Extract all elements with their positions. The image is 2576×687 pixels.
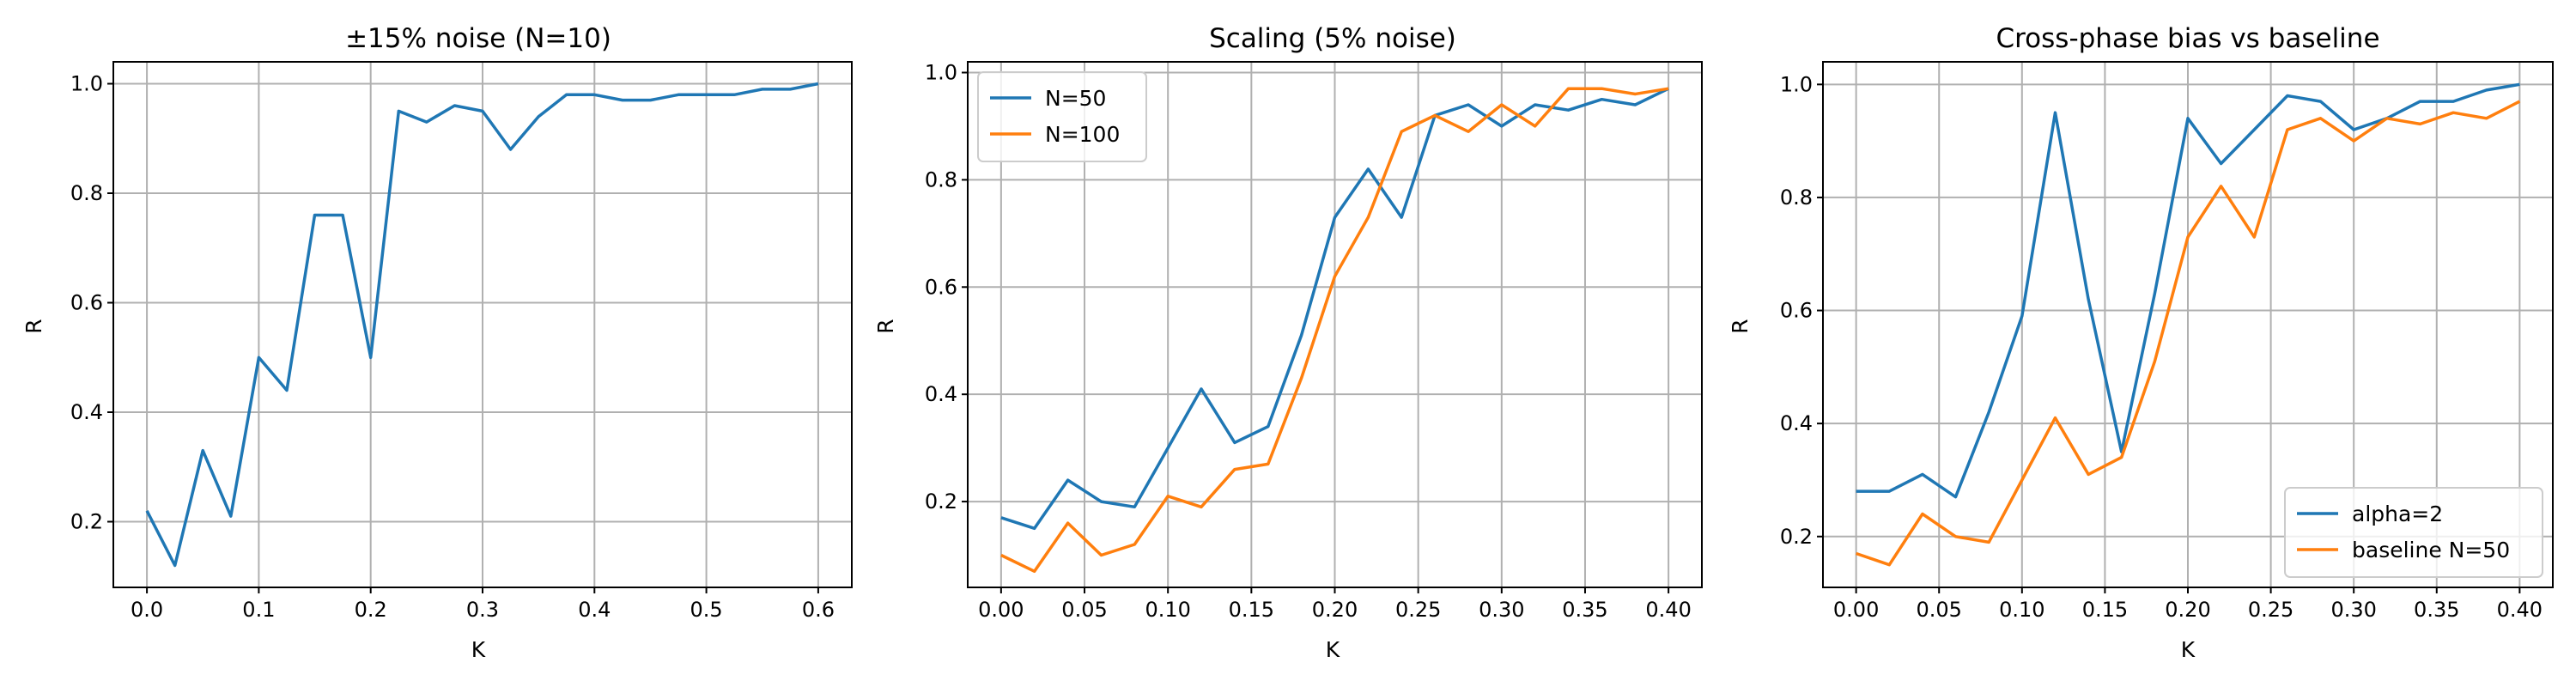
chart-2-x-tick-label: 0.35	[1562, 598, 1607, 622]
chart-3-x-tick-label: 0.35	[2414, 598, 2459, 622]
chart-3-xlabel: K	[2181, 637, 2196, 662]
chart-1-x-tick-label: 0.5	[690, 598, 723, 622]
chart-1-x-tick-label: 0.1	[242, 598, 275, 622]
chart-2-x-tick-label: 0.00	[978, 598, 1024, 622]
chart-2-x-tick-label: 0.10	[1145, 598, 1190, 622]
chart-2-series-2-line	[1000, 87, 1669, 574]
chart-3-x-tick-label: 0.40	[2497, 598, 2543, 622]
chart-1-y-tick-label: 0.8	[70, 181, 103, 205]
chart-2-legend-label-2: N=100	[1045, 122, 1120, 147]
chart-2-ylabel: R	[873, 319, 898, 333]
chart-1-x-tick-label: 0.0	[131, 598, 163, 622]
chart-3-legend-label-2: baseline N=50	[2352, 538, 2510, 562]
chart-2-x-tick-label: 0.30	[1479, 598, 1524, 622]
chart-1-x-tick-label: 0.6	[802, 598, 835, 622]
chart-1-x-tick-label: 0.2	[355, 598, 387, 622]
chart-3-x-tick-label: 0.05	[1917, 598, 1962, 622]
chart-3-legend-box	[2284, 487, 2543, 578]
chart-3-x-tick-label: 0.30	[2330, 598, 2376, 622]
chart-3-y-tick-label: 0.4	[1780, 411, 1813, 435]
chart-3-y-tick-label: 1.0	[1780, 72, 1813, 96]
chart-3-x-tick-label: 0.00	[1833, 598, 1879, 622]
chart-1-y-tick-label: 0.2	[70, 510, 103, 534]
chart-panel-1: ±15% noise (N=10) R K 0.0 0.1 0.2 0.3 0.4 0.5…	[21, 23, 853, 662]
chart-2-x-tick-label: 0.25	[1395, 598, 1441, 622]
chart-2-y-tick-label: 0.6	[925, 275, 957, 299]
chart-3-x-tick-label: 0.15	[2082, 598, 2128, 622]
chart-3-title: Cross-phase bias vs baseline	[1996, 23, 2379, 54]
chart-3-series-2-line	[1856, 100, 2521, 567]
chart-2-y-tick-label: 0.2	[925, 489, 957, 514]
chart-3-legend-label-1: alpha=2	[2352, 502, 2443, 526]
chart-1-grid	[113, 62, 852, 587]
chart-panel-2: Scaling (5% noise) R K 0.00 0.05 0.10 0.15 0…	[873, 23, 1703, 662]
chart-1-xlabel: K	[471, 637, 486, 662]
chart-2-y-tick-label: 1.0	[925, 60, 957, 84]
chart-3-x-tick-label: 0.10	[1999, 598, 2044, 622]
chart-1-title: ±15% noise (N=10)	[345, 23, 611, 54]
chart-2-x-tick-label: 0.20	[1312, 598, 1358, 622]
chart-2-x-tick-label: 0.15	[1229, 598, 1274, 622]
chart-2-axes-frame	[967, 61, 1703, 588]
chart-2-title: Scaling (5% noise)	[1209, 23, 1456, 54]
chart-1-series-1-line	[145, 82, 819, 568]
chart-1-x-tick-label: 0.3	[466, 598, 499, 622]
chart-2-y-tick-label: 0.8	[925, 167, 957, 192]
chart-2-x-tick-label: 0.40	[1645, 598, 1691, 622]
chart-2-legend-label-1: N=50	[1045, 86, 1106, 111]
chart-2-xlabel: K	[1326, 637, 1340, 662]
chart-2-y-tick-label: 0.4	[925, 382, 957, 406]
chart-2-legend-box	[977, 71, 1147, 162]
chart-2-legend: N=50 N=100	[977, 71, 1147, 162]
chart-3-x-tick-label: 0.25	[2248, 598, 2293, 622]
chart-1-x-tick-label: 0.4	[578, 598, 611, 622]
chart-3-ylabel: R	[1728, 319, 1753, 333]
chart-1-ylabel: R	[21, 319, 46, 333]
chart-3-y-tick-label: 0.6	[1780, 299, 1813, 323]
chart-1-y-tick-label: 0.4	[70, 400, 103, 424]
chart-1-axes-frame	[112, 61, 853, 588]
chart-2-x-tick-label: 0.05	[1061, 598, 1107, 622]
chart-3-y-tick-label: 0.8	[1780, 185, 1813, 210]
chart-panel-3: Cross-phase bias vs baseline R K 0.00 0.0…	[1728, 23, 2554, 662]
chart-1-y-tick-label: 1.0	[70, 72, 103, 96]
chart-3-y-tick-label: 0.2	[1780, 525, 1813, 549]
chart-2-series-1-line	[1000, 87, 1669, 531]
chart-3-legend: alpha=2 baseline N=50	[2284, 487, 2543, 578]
chart-3-series-1-line	[1856, 82, 2520, 499]
chart-3-x-tick-label: 0.20	[2165, 598, 2210, 622]
chart-3-axes-frame	[1822, 61, 2554, 588]
chart-1-y-tick-label: 0.6	[70, 291, 103, 315]
